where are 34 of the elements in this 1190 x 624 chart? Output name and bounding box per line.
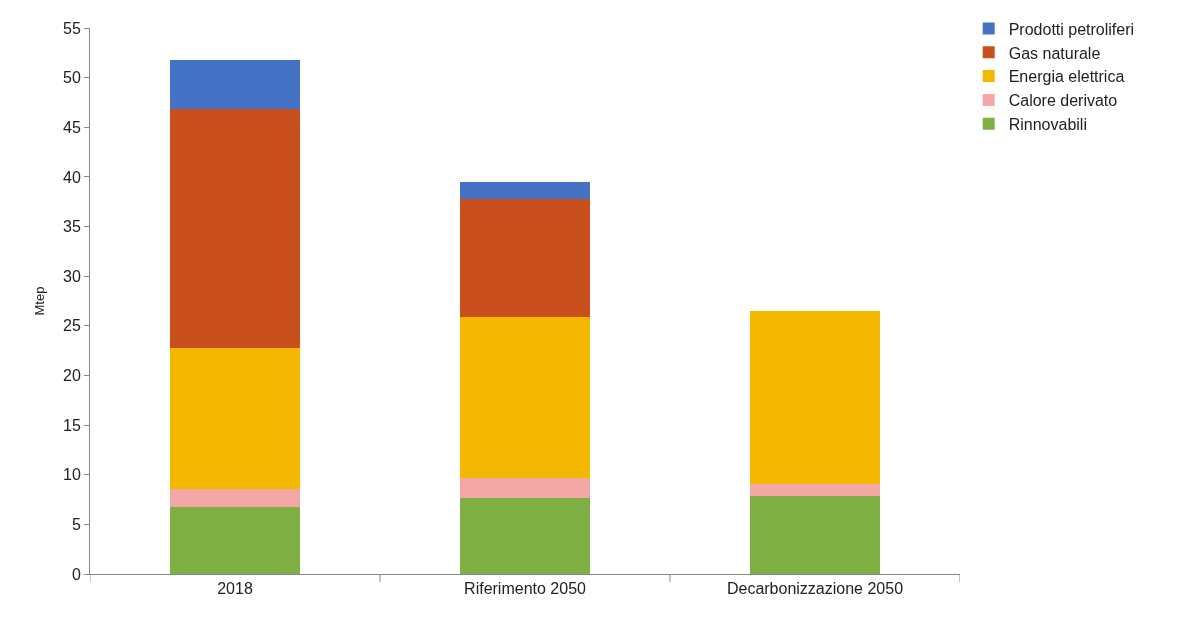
legend-label: Prodotti petroliferi <box>1008 20 1135 38</box>
legend-label: Calore derivato <box>1008 92 1118 110</box>
bar <box>169 507 301 574</box>
y-tick-label: 10 <box>63 466 81 484</box>
y-tick-label: 40 <box>63 168 81 186</box>
legend-label: Rinnovabili <box>1008 115 1087 133</box>
y-axis-title: Mtep <box>31 286 47 316</box>
y-tick-label: 30 <box>63 267 81 285</box>
y-tick-label: 45 <box>63 118 81 136</box>
bar <box>459 198 591 317</box>
bar <box>459 497 591 574</box>
x-tick-label: Riferimento 2050 <box>464 580 587 598</box>
bar <box>169 59 301 110</box>
y-tick-label: 35 <box>63 218 81 236</box>
bar <box>749 310 881 484</box>
y-tick-label: 20 <box>63 367 81 385</box>
y-tick-label: 15 <box>63 416 81 434</box>
bar <box>459 181 591 199</box>
bar <box>169 488 301 508</box>
y-tick-label: 5 <box>71 515 81 533</box>
y-tick-label: 55 <box>63 19 81 37</box>
bar <box>749 495 881 574</box>
bar <box>749 483 881 496</box>
bar <box>459 477 591 498</box>
legend-label: Energia elettrica <box>1008 68 1125 86</box>
y-tick-label: 25 <box>63 317 81 335</box>
x-tick-label: 2018 <box>217 580 253 598</box>
bar <box>459 316 591 478</box>
y-tick-label: 0 <box>71 565 81 583</box>
y-tick-label: 50 <box>63 69 81 87</box>
bar <box>169 109 301 348</box>
legend-label: Gas naturale <box>1008 44 1101 62</box>
bar <box>169 347 301 489</box>
x-tick-label: Decarbonizzazione 2050 <box>726 580 904 598</box>
